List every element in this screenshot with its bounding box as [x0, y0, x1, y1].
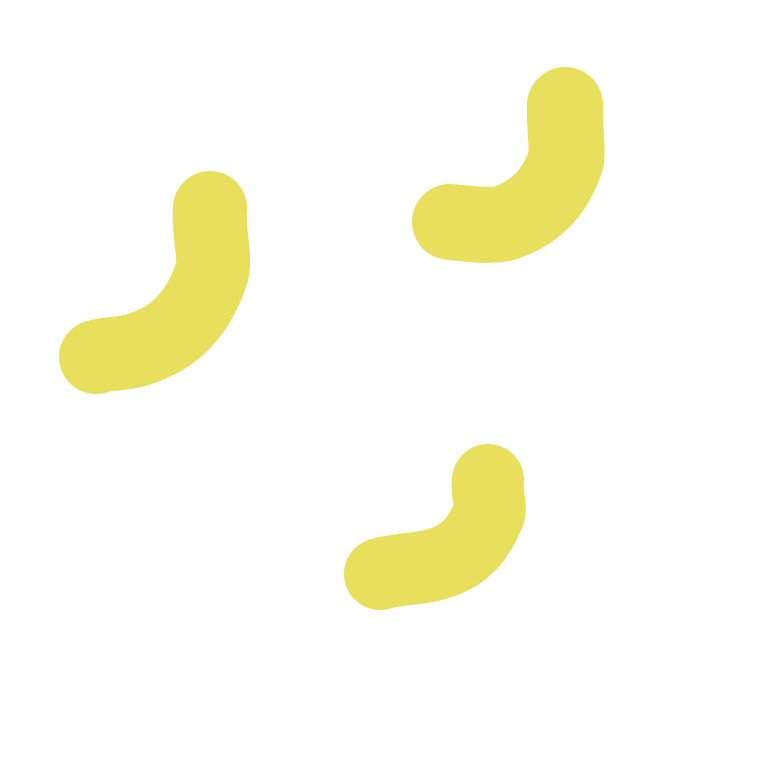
paint-stroke-top-right: [412, 67, 605, 263]
paint-stroke-bottom: [344, 444, 526, 610]
paint-stroke-left: [59, 171, 251, 394]
